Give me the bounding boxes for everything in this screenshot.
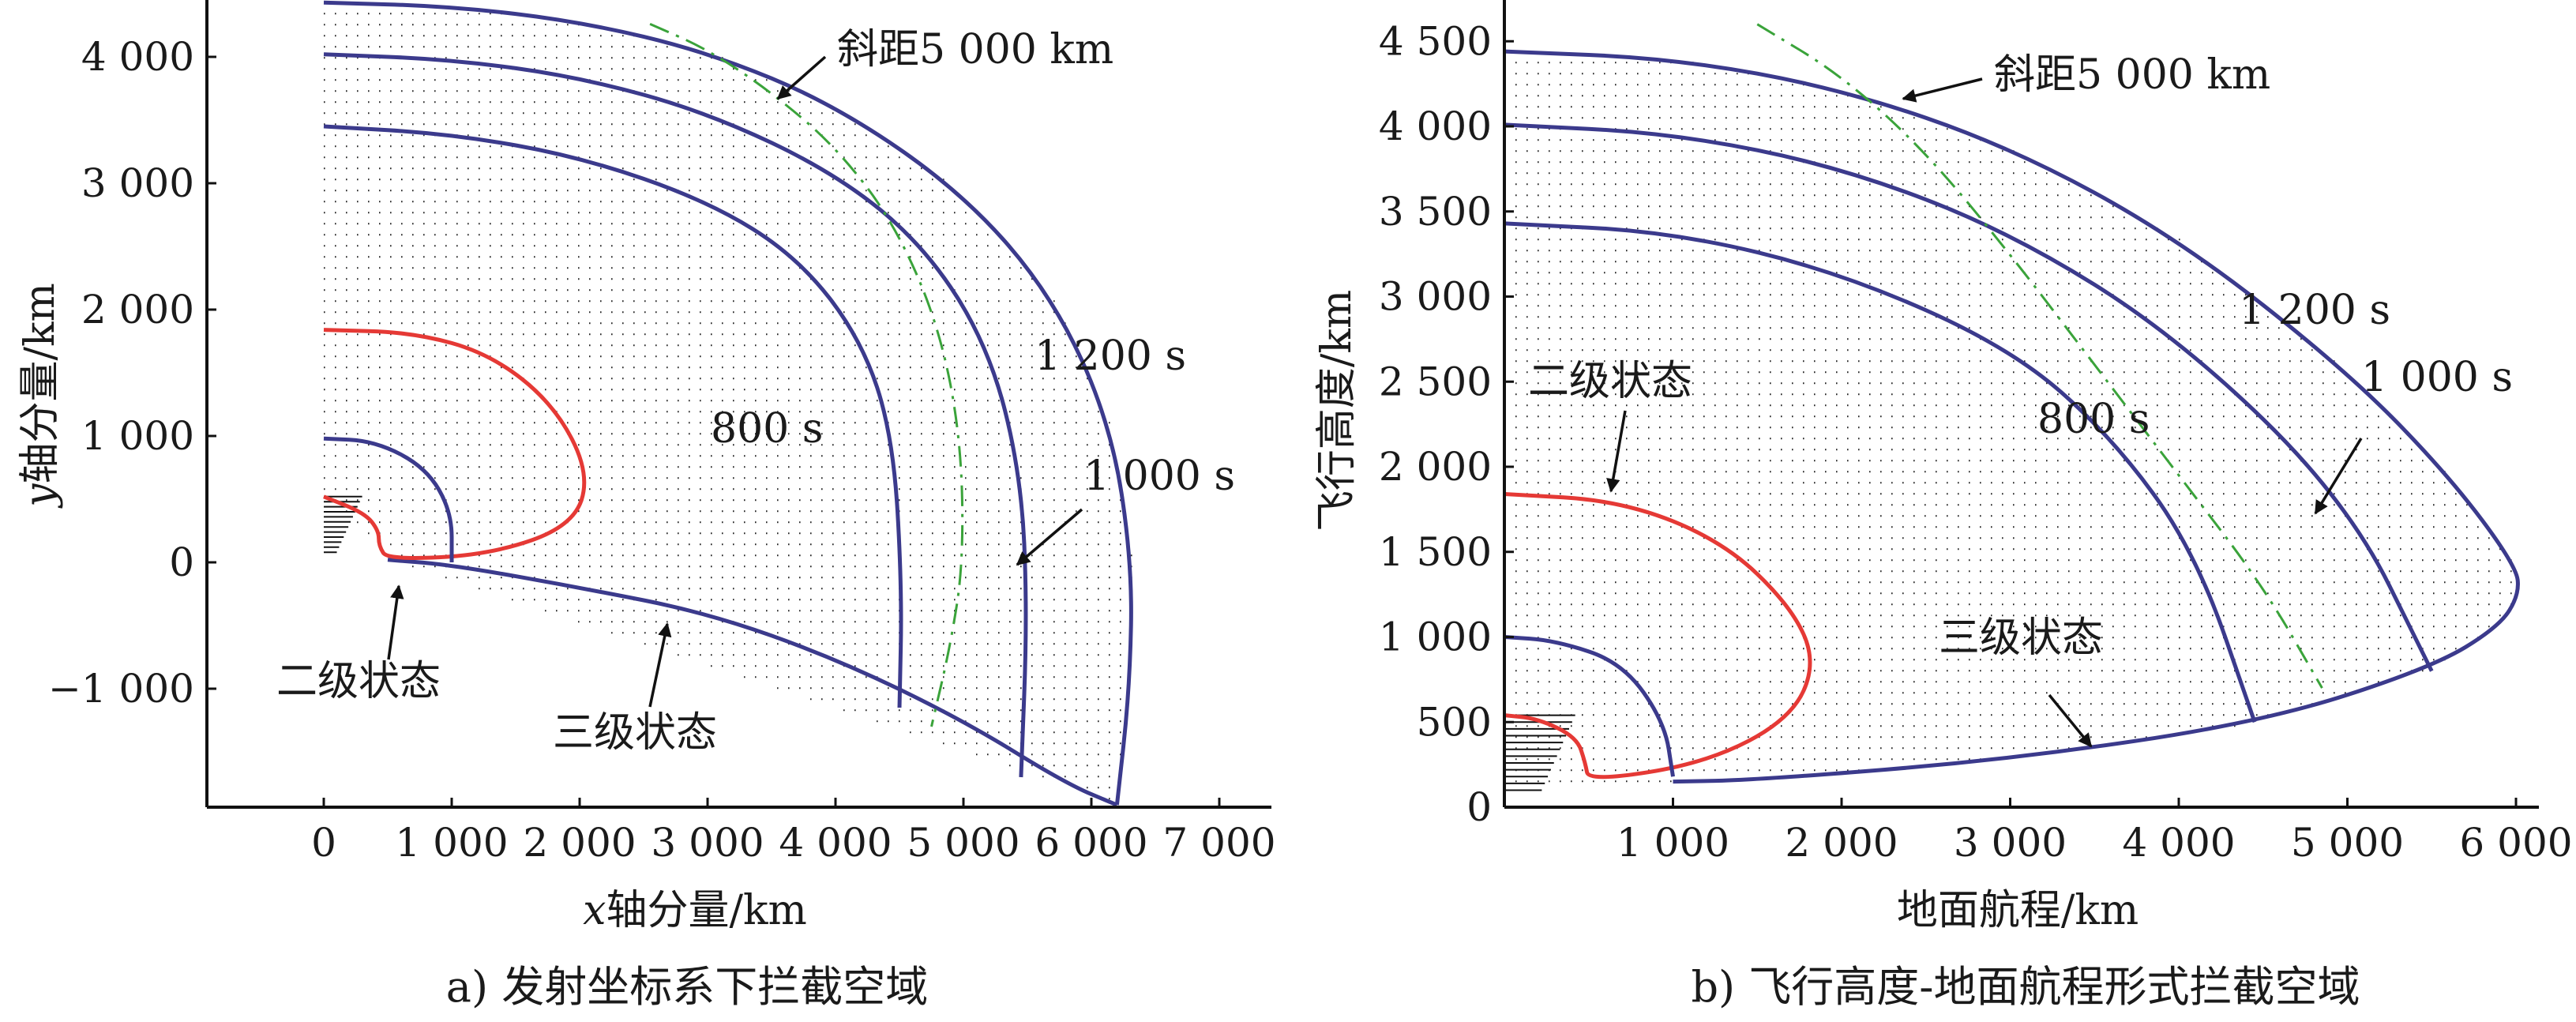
b-xtick-label: 4 000 <box>2122 820 2235 866</box>
panel-b-annotation-stage2: 二级状态 <box>1528 358 1692 405</box>
b-ytick-label: 4 000 <box>1379 103 1492 149</box>
panel-a-ylabel: y轴分量/km <box>17 283 64 509</box>
b-ytick-label: 3 000 <box>1379 274 1492 320</box>
a-series-800s <box>323 124 903 708</box>
panel-a-ticks: 0 1 000 2 000 3 000 4 000 5 000 6 000 7 000 −1 0… <box>48 34 1276 866</box>
panel-b-annotation-800s: 800 s <box>2037 396 2150 443</box>
b-ytick-label: 1 000 <box>1379 614 1492 660</box>
a-dot-fill <box>324 13 1132 800</box>
b-ytick-label: 500 <box>1417 699 1492 745</box>
panel-a-arrow-stage3 <box>648 622 672 708</box>
b-ytick-label: 3 500 <box>1379 189 1492 235</box>
b-ytick-label: 4 500 <box>1379 18 1492 64</box>
panel-b-arrow-slant <box>1902 77 1983 103</box>
panel-a-xlabel: x轴分量/km <box>583 887 807 934</box>
panel-b: 1 000 2 000 3 000 4 000 5 000 6 000 0 500 1 000 1… <box>1313 0 2573 1012</box>
a-xtick-label: 2 000 <box>523 820 636 866</box>
b-ytick-label: 1 500 <box>1379 529 1492 575</box>
a-ytick-label: −1 000 <box>48 666 194 712</box>
a-xtick-label: 1 000 <box>395 820 508 866</box>
panel-a-annotation-1200s: 1 200 s <box>1035 333 1186 380</box>
panel-a-annotation-1000s: 1 000 s <box>1083 453 1235 500</box>
panel-a-annotation-stage3: 三级状态 <box>553 709 717 757</box>
a-xtick-label: 5 000 <box>907 820 1020 866</box>
a-series-1000s <box>323 52 1028 778</box>
panel-a-annotation-slant: 斜距5 000 km <box>837 26 1113 73</box>
panel-b-ticks: 1 000 2 000 3 000 4 000 5 000 6 000 0 500 1 000 1… <box>1379 18 2573 866</box>
a-series-二级状态 <box>323 328 587 560</box>
b-xtick-label: 1 000 <box>1617 820 1729 866</box>
b-series-1200s <box>1504 49 2520 784</box>
b-dot-fill <box>1504 62 2512 783</box>
panel-b-caption: b) 飞行高度-地面航程形式拦截空域 <box>1691 962 2360 1012</box>
b-ytick-label: 0 <box>1466 784 1492 830</box>
b-xtick-label: 6 000 <box>2459 820 2572 866</box>
panel-a-arrow-slant <box>776 55 827 100</box>
panel-b-arrow-stage3 <box>2048 693 2093 748</box>
b-ytick-label: 2 000 <box>1379 444 1492 490</box>
panel-b-arrow-1000s <box>2314 438 2363 515</box>
panel-a-annotation-stage2: 二级状态 <box>276 658 441 705</box>
a-xtick-label: 6 000 <box>1035 820 1147 866</box>
panel-b-xlabel: 地面航程/km <box>1897 887 2139 934</box>
b-xtick-label: 5 000 <box>2291 820 2404 866</box>
a-series-三级状态 <box>387 558 1118 807</box>
panel-b-arrow-stage2 <box>1606 410 1627 493</box>
b-series-二级状态 <box>1504 491 1812 780</box>
panel-b-annotation-1000s: 1 000 s <box>2361 354 2513 401</box>
b-series-1000s <box>1504 122 2434 672</box>
b-xtick-label: 3 000 <box>1954 820 2067 866</box>
b-series-800s <box>1504 221 2257 723</box>
a-xtick-label: 0 <box>311 820 336 866</box>
a-ytick-label: 2 000 <box>81 287 194 333</box>
a-xtick-label: 4 000 <box>779 820 892 866</box>
panel-a-caption: a) 发射坐标系下拦截空域 <box>446 962 928 1012</box>
panel-b-ylabel: 飞行高度/km <box>1313 290 1361 532</box>
b-ytick-label: 2 500 <box>1379 359 1492 404</box>
panel-a-grid-dots <box>324 13 1132 800</box>
panel-b-annotation-stage3: 三级状态 <box>1939 614 2103 662</box>
a-xtick-label: 3 000 <box>651 820 764 866</box>
panel-a-arrow-stage2 <box>387 584 404 660</box>
panel-a-arrow-1000s <box>1016 508 1083 566</box>
panel-a-series-lines <box>323 0 1133 807</box>
a-ytick-label: 0 <box>169 539 194 585</box>
a-ytick-label: 3 000 <box>81 160 194 206</box>
a-xtick-label: 7 000 <box>1162 820 1275 866</box>
a-series-斜距5000km <box>649 23 964 727</box>
b-xtick-label: 2 000 <box>1785 820 1898 866</box>
panel-b-annotation-1200s: 1 200 s <box>2239 287 2390 334</box>
b-series-斜距5000km <box>1756 23 2323 689</box>
a-ytick-label: 4 000 <box>81 34 194 80</box>
b-series-inner-4 <box>1504 635 1675 777</box>
a-ytick-label: 1 000 <box>81 413 194 459</box>
a-series-1200s <box>323 0 1133 806</box>
panel-a-annotation-800s: 800 s <box>711 405 823 453</box>
panel-a: 0 1 000 2 000 3 000 4 000 5 000 6 000 7 000 −1 0… <box>17 0 1276 1012</box>
a-series-inner-5 <box>323 436 454 562</box>
a-inner-hatch <box>324 495 362 554</box>
panel-b-annotation-slant: 斜距5 000 km <box>1994 51 2270 99</box>
b-inner-hatch <box>1504 714 1575 791</box>
panel-b-series-lines <box>1504 23 2520 784</box>
panel-b-grid-dots <box>1504 62 2512 791</box>
